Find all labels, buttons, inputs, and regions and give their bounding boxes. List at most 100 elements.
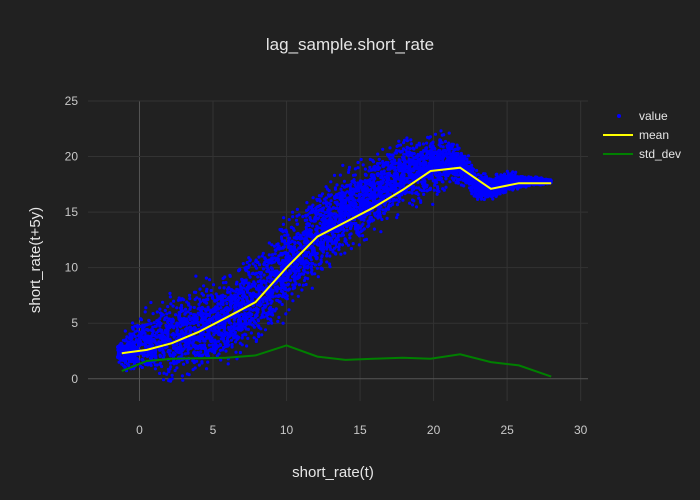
value-point — [195, 350, 200, 355]
value-point — [140, 365, 144, 370]
value-point — [332, 173, 337, 177]
value-point — [449, 153, 454, 157]
value-point — [360, 196, 364, 200]
value-point — [315, 224, 319, 228]
value-point — [456, 177, 460, 181]
value-point — [414, 186, 418, 190]
value-point — [167, 339, 171, 343]
value-point — [422, 148, 426, 153]
value-point — [290, 256, 294, 260]
value-point — [166, 330, 170, 334]
value-point — [412, 152, 416, 156]
value-point — [195, 296, 199, 300]
value-point — [185, 327, 189, 331]
value-point — [286, 258, 291, 262]
value-point — [381, 195, 385, 199]
value-point — [280, 302, 284, 307]
value-point — [306, 277, 310, 281]
value-point — [119, 341, 123, 345]
value-point — [158, 307, 162, 311]
value-point — [151, 338, 155, 342]
value-point — [343, 239, 347, 243]
value-point — [260, 333, 264, 337]
value-point — [237, 314, 241, 318]
value-point — [334, 242, 338, 246]
value-point — [427, 136, 431, 140]
value-point — [417, 196, 421, 200]
value-point — [181, 378, 185, 382]
value-point — [219, 358, 223, 362]
value-point — [361, 234, 365, 238]
value-point — [117, 360, 121, 364]
value-point — [520, 175, 525, 179]
value-point — [328, 265, 332, 269]
value-point — [250, 292, 255, 296]
value-point — [183, 352, 187, 356]
value-point — [367, 193, 371, 198]
value-point — [341, 193, 346, 197]
value-point — [323, 234, 327, 238]
value-point — [419, 156, 423, 161]
value-point — [342, 207, 346, 211]
value-point — [395, 216, 399, 220]
value-point — [342, 227, 346, 232]
value-point — [306, 213, 310, 217]
value-point — [453, 162, 458, 166]
value-point — [231, 329, 235, 333]
value-point — [409, 142, 413, 146]
value-point — [219, 306, 223, 310]
value-point — [135, 357, 140, 361]
value-point — [270, 267, 274, 271]
value-point — [372, 227, 376, 231]
value-point — [237, 335, 241, 339]
value-point — [229, 306, 233, 310]
value-point — [170, 377, 174, 381]
value-point — [133, 324, 137, 328]
value-point — [373, 164, 377, 168]
value-point — [211, 283, 216, 287]
value-point — [476, 197, 480, 201]
value-point — [283, 233, 287, 237]
value-point — [476, 173, 480, 177]
value-point — [391, 156, 395, 160]
value-point — [188, 297, 192, 301]
value-point — [343, 212, 347, 216]
value-point — [358, 225, 362, 229]
value-point — [205, 301, 209, 305]
value-point — [170, 373, 174, 377]
value-point — [469, 186, 473, 190]
value-point — [415, 190, 419, 195]
value-point — [227, 286, 231, 290]
value-point — [188, 317, 192, 321]
value-point — [177, 322, 181, 326]
value-point — [215, 317, 219, 321]
value-point — [425, 185, 429, 189]
value-point — [495, 179, 499, 183]
value-point — [275, 243, 279, 247]
value-point — [254, 258, 258, 262]
value-point — [206, 349, 210, 353]
value-point — [329, 199, 333, 203]
value-point — [363, 167, 367, 171]
value-point — [300, 288, 304, 292]
value-point — [131, 354, 135, 358]
value-point — [337, 209, 341, 213]
value-point — [206, 360, 210, 364]
value-point — [234, 350, 238, 354]
value-point — [142, 325, 146, 329]
value-point — [252, 336, 256, 340]
value-point — [253, 284, 257, 288]
value-point — [286, 283, 290, 287]
value-point — [225, 340, 229, 344]
value-point — [234, 340, 238, 344]
value-point — [262, 273, 266, 277]
value-point — [356, 223, 360, 228]
value-point — [153, 367, 157, 371]
value-point — [137, 339, 141, 343]
value-point — [364, 193, 368, 197]
value-point — [351, 187, 355, 191]
value-point — [394, 198, 398, 202]
value-point — [376, 213, 381, 217]
value-point — [384, 193, 388, 198]
value-point — [310, 249, 315, 253]
